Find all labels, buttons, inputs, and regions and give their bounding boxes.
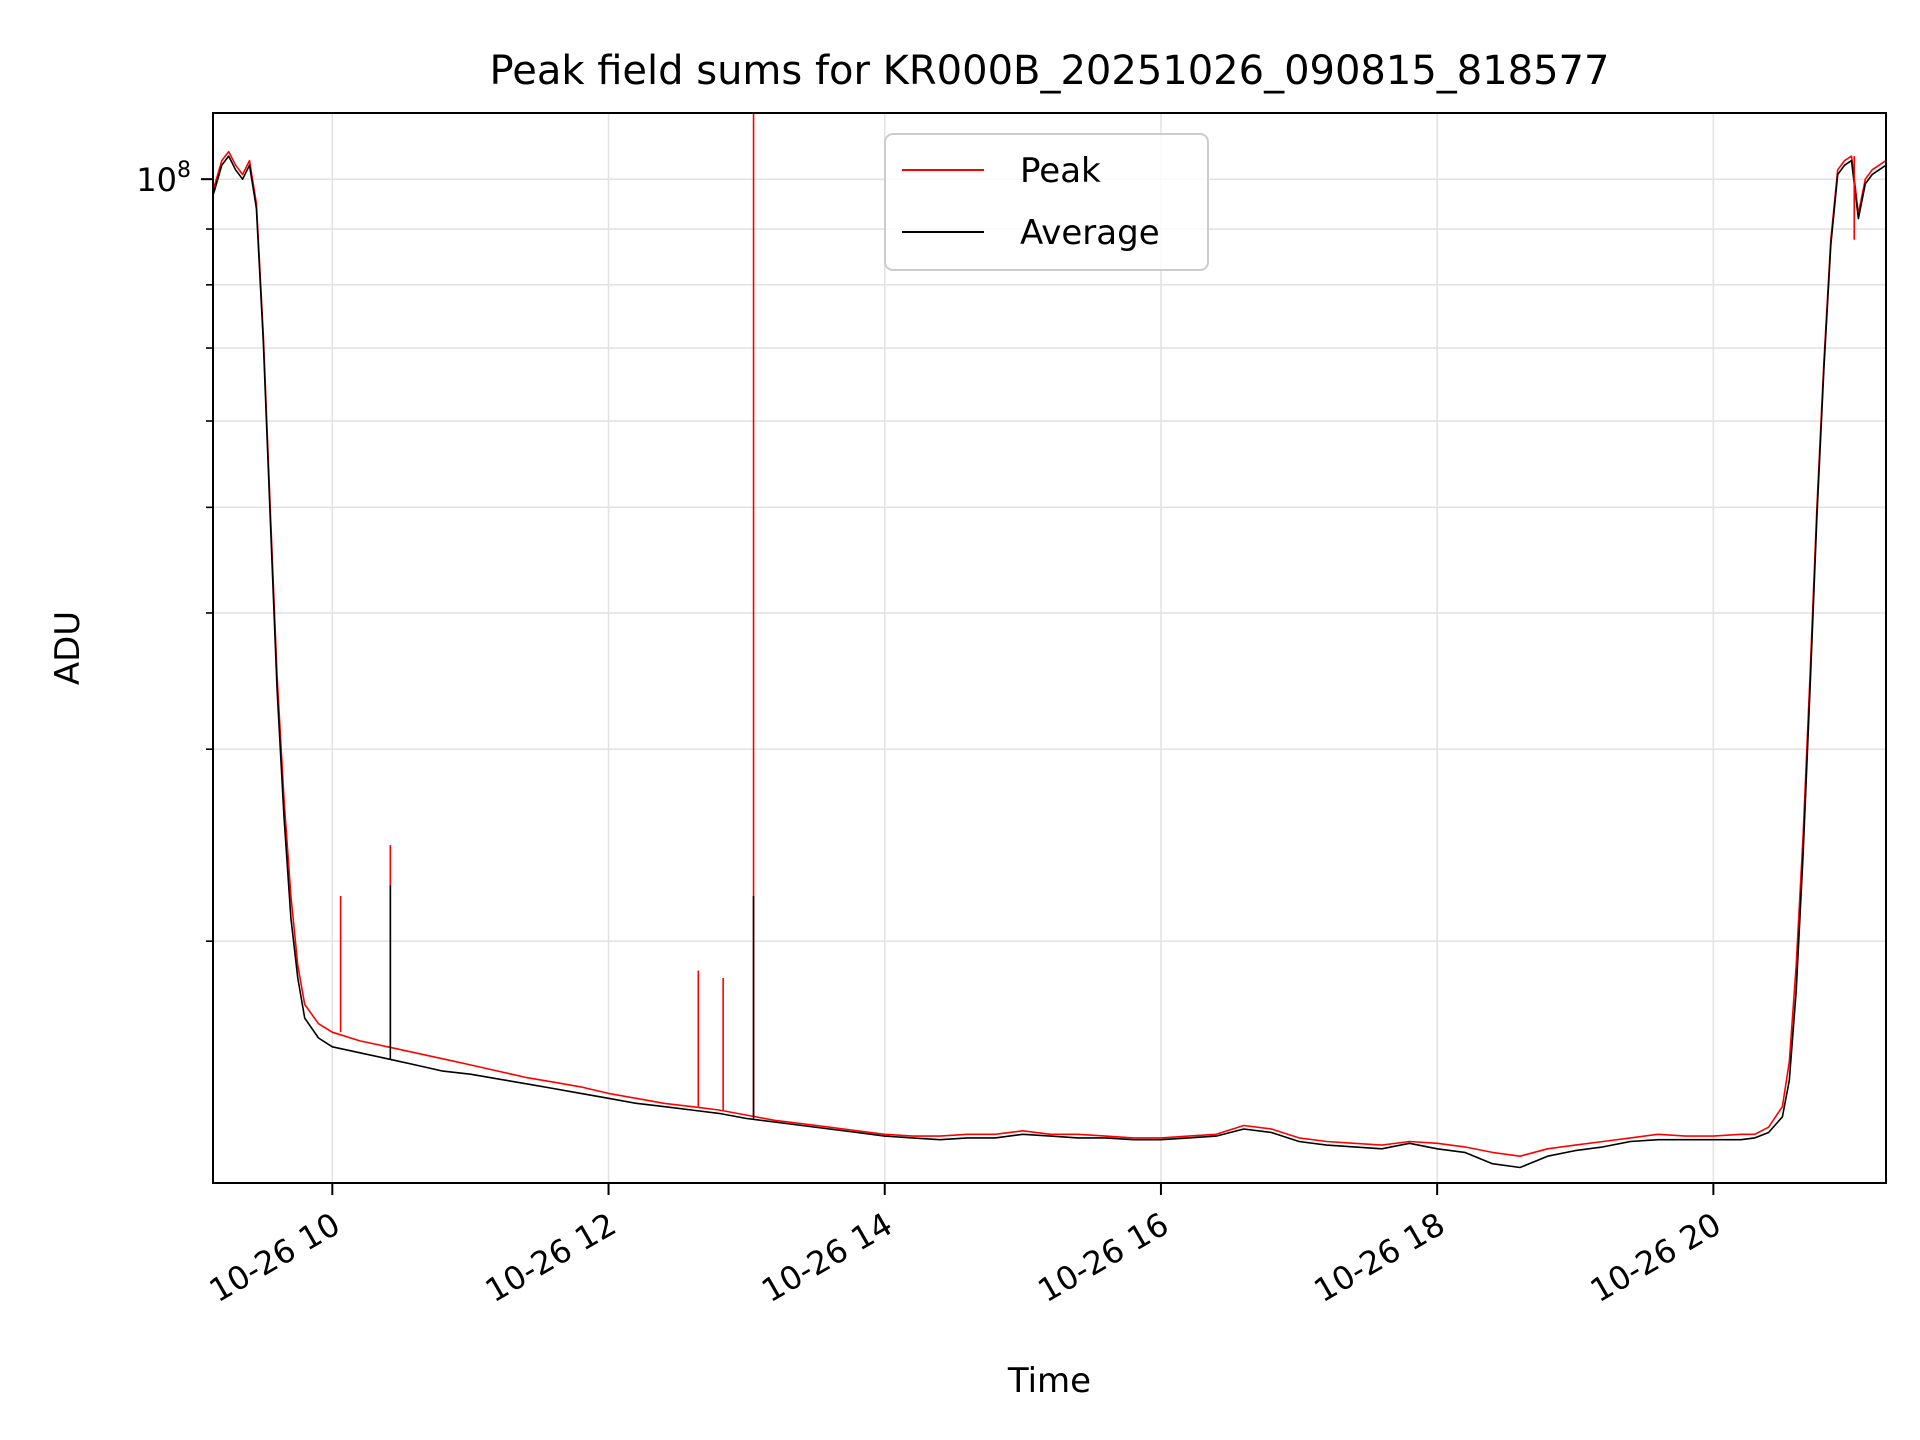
legend-peak-label: Peak xyxy=(1020,151,1101,191)
y-tick-label: 108 xyxy=(136,158,191,199)
series-layer xyxy=(213,113,1886,1169)
legend-box xyxy=(884,133,1209,271)
legend-average-label: Average xyxy=(1020,213,1160,253)
plot-area-frame xyxy=(212,112,1887,1184)
series-line-average xyxy=(213,155,1886,1169)
legend: Peak Average xyxy=(884,133,1209,271)
series-line-peak xyxy=(213,150,1886,1157)
chart-title: Peak field sums for KR000B_20251026_0908… xyxy=(490,48,1610,94)
x-axis-label: Time xyxy=(1007,1361,1091,1401)
y-axis-label: ADU xyxy=(48,611,88,685)
